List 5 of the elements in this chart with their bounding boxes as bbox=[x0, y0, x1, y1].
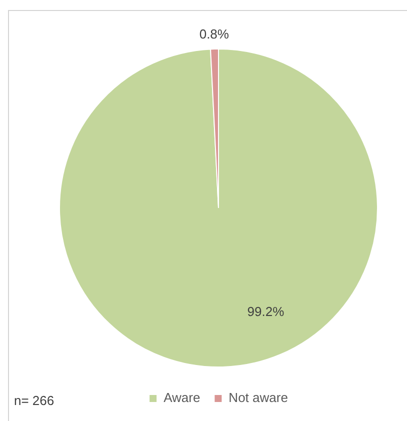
legend-label: Aware bbox=[164, 390, 200, 406]
text: n= 266 bbox=[14, 393, 54, 408]
data-label: 0.8% bbox=[199, 26, 230, 42]
data-label: 99.2% bbox=[247, 304, 285, 319]
legend-label: Not aware bbox=[228, 390, 288, 406]
